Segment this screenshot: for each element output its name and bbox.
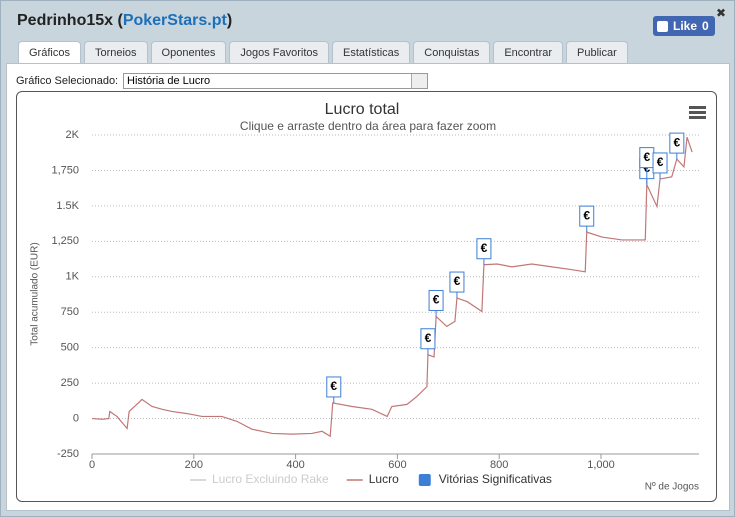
y-axis-title: Total acumulado (EUR) [30, 242, 41, 345]
flag [476, 238, 492, 260]
x-tick-label: 0 [89, 459, 95, 471]
player: Pedrinho15x ( [17, 12, 123, 29]
flag-label: € [425, 331, 432, 345]
selector-value: História de Lucro [127, 75, 211, 87]
close-button[interactable]: ✖ [715, 6, 726, 20]
like-icon [657, 20, 668, 32]
flag-label: € [330, 379, 337, 393]
title: Pedrinho15x (PokerStars.pt) [17, 12, 232, 30]
tab[interactable]: Oponentes [150, 41, 227, 63]
y-tick-label: 1K [66, 271, 80, 283]
flag [652, 152, 668, 174]
flag [326, 376, 342, 398]
legend-symbol [418, 474, 431, 486]
flag [420, 328, 436, 350]
x-tick-label: 400 [286, 459, 304, 471]
tab-bar: Gráficos Torneios Oponentes Jogos Favoritos… [18, 41, 628, 64]
chart-title: Lucro total [325, 101, 400, 118]
tab[interactable]: Torneios [83, 41, 148, 63]
flag-label: € [454, 274, 461, 288]
y-tick-label: 1,250 [51, 235, 79, 247]
chart-layer: Lucro total Clique e arraste dentro da á… [30, 101, 706, 493]
flag-label: € [643, 150, 650, 164]
flag [449, 271, 465, 293]
tab[interactable]: Estatísticas [332, 41, 411, 63]
tab[interactable]: Gráficos [18, 41, 81, 64]
flag [428, 289, 444, 311]
legend-label: Lucro Excluindo Rake [212, 472, 329, 486]
flag [669, 132, 685, 154]
flag-label: € [673, 135, 680, 149]
x-axis-title: Nº de Jogos [645, 482, 699, 493]
menu-icon[interactable] [689, 106, 706, 119]
tab[interactable]: Encontrar [493, 41, 564, 63]
selector-label: Gráfico Selecionado: [16, 75, 119, 87]
y-tick-label: 1.5K [56, 200, 79, 212]
legend-label: Vitórias Significativas [439, 472, 552, 486]
like-count: 0 [702, 19, 709, 33]
chart-subtitle: Clique e arraste dentro da área para faz… [240, 119, 496, 133]
like-button[interactable]: Like 0 [653, 16, 715, 36]
flag-label: € [583, 208, 590, 222]
y-tick-label: 0 [73, 412, 79, 424]
flag-label: € [481, 241, 488, 255]
selector-arrow [411, 74, 427, 88]
flag-label: € [433, 293, 440, 307]
tab[interactable]: Jogos Favoritos [229, 41, 330, 63]
flag-label: € [657, 155, 664, 169]
x-tick-label: 200 [185, 459, 203, 471]
title-close: ) [226, 12, 233, 29]
y-tick-label: 500 [61, 342, 79, 354]
y-tick-label: 250 [61, 377, 79, 389]
tab[interactable]: Conquistas [413, 41, 491, 63]
tab[interactable]: Publicar [566, 41, 628, 63]
x-tick-label: 800 [490, 459, 508, 471]
x-tick-label: 600 [388, 459, 406, 471]
site-link[interactable]: PokerStars.pt [122, 12, 227, 29]
y-tick-label: 2K [66, 129, 80, 141]
x-tick-label: 1,000 [587, 459, 615, 471]
chart-selector[interactable]: História de Lucro [123, 73, 428, 89]
y-tick-label: -250 [57, 448, 79, 460]
y-tick-label: 750 [61, 306, 79, 318]
y-tick-label: 1,750 [51, 164, 79, 176]
chart-frame: Lucro total Clique e arraste dentro da á… [16, 91, 717, 502]
profit-line [91, 136, 693, 438]
like-label: Like [673, 19, 698, 33]
flag [579, 205, 595, 227]
legend-label: Lucro [369, 472, 399, 486]
chart: Lucro total Clique e arraste dentro da á… [30, 101, 706, 493]
content-panel [6, 63, 730, 511]
